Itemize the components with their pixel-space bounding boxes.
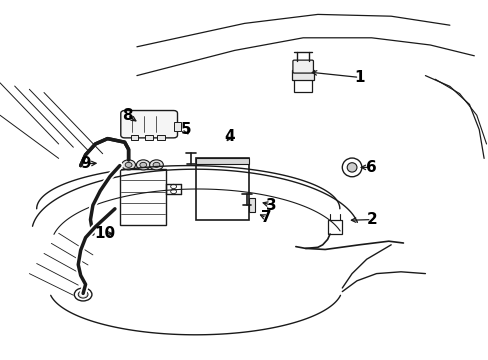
Circle shape (136, 160, 150, 170)
Bar (173, 122, 181, 131)
Circle shape (170, 189, 176, 194)
Text: 10: 10 (94, 226, 116, 242)
FancyBboxPatch shape (121, 111, 177, 138)
Text: 3: 3 (265, 198, 276, 213)
Text: 8: 8 (122, 108, 132, 123)
Circle shape (140, 162, 146, 167)
Circle shape (78, 291, 88, 298)
Circle shape (122, 160, 135, 170)
Text: 4: 4 (224, 129, 235, 144)
Ellipse shape (342, 158, 361, 177)
FancyBboxPatch shape (292, 60, 313, 73)
Text: 9: 9 (80, 156, 91, 171)
Text: 6: 6 (366, 160, 376, 175)
Text: 5: 5 (180, 122, 191, 137)
Circle shape (74, 288, 92, 301)
Text: 7: 7 (261, 210, 271, 225)
Ellipse shape (346, 163, 356, 172)
Bar (195, 158, 249, 220)
Text: 2: 2 (366, 212, 376, 227)
Bar (249, 198, 255, 212)
Circle shape (125, 162, 132, 167)
Bar (157, 135, 165, 140)
Bar (195, 158, 249, 164)
Circle shape (149, 160, 163, 170)
Bar (130, 135, 138, 140)
Circle shape (170, 184, 176, 189)
Bar (294, 72, 311, 92)
Text: 1: 1 (353, 70, 364, 85)
Bar (120, 169, 166, 225)
Bar (292, 70, 313, 80)
Circle shape (153, 162, 160, 167)
Bar (327, 220, 342, 234)
Bar (145, 135, 153, 140)
